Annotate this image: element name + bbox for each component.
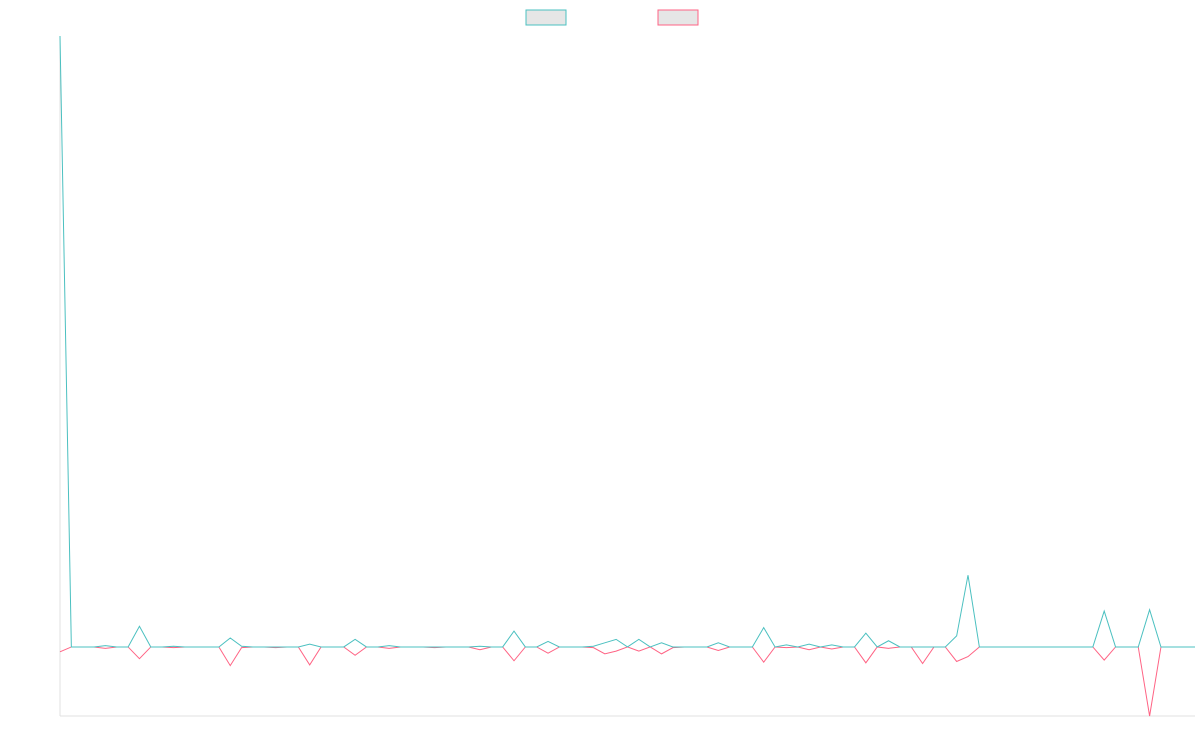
legend-swatch xyxy=(657,9,699,26)
legend-swatch xyxy=(525,9,567,26)
series-line xyxy=(59,646,1195,717)
series-line xyxy=(59,35,1195,648)
